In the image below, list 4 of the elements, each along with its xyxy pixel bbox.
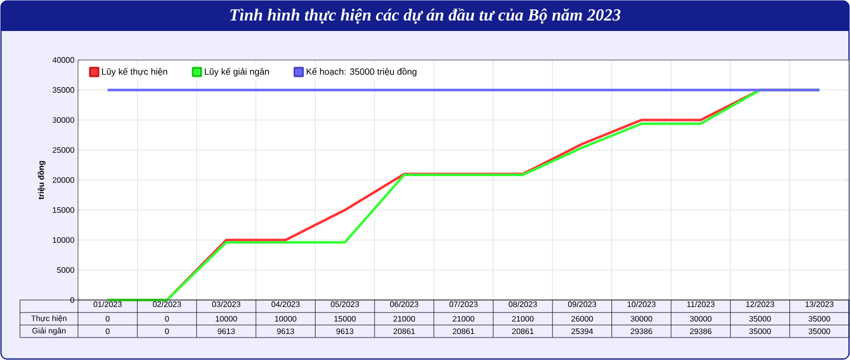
legend-label: Lũy kế giải ngân <box>204 68 269 77</box>
chart-title: Tình hình thực hiện các dự án đầu tư của Bộ năm 2023 <box>230 8 620 24</box>
legend-label: Lũy kế thực hiện <box>102 68 168 77</box>
legend-label: Kế hoạch: 35000 triệu đồng <box>306 68 416 77</box>
